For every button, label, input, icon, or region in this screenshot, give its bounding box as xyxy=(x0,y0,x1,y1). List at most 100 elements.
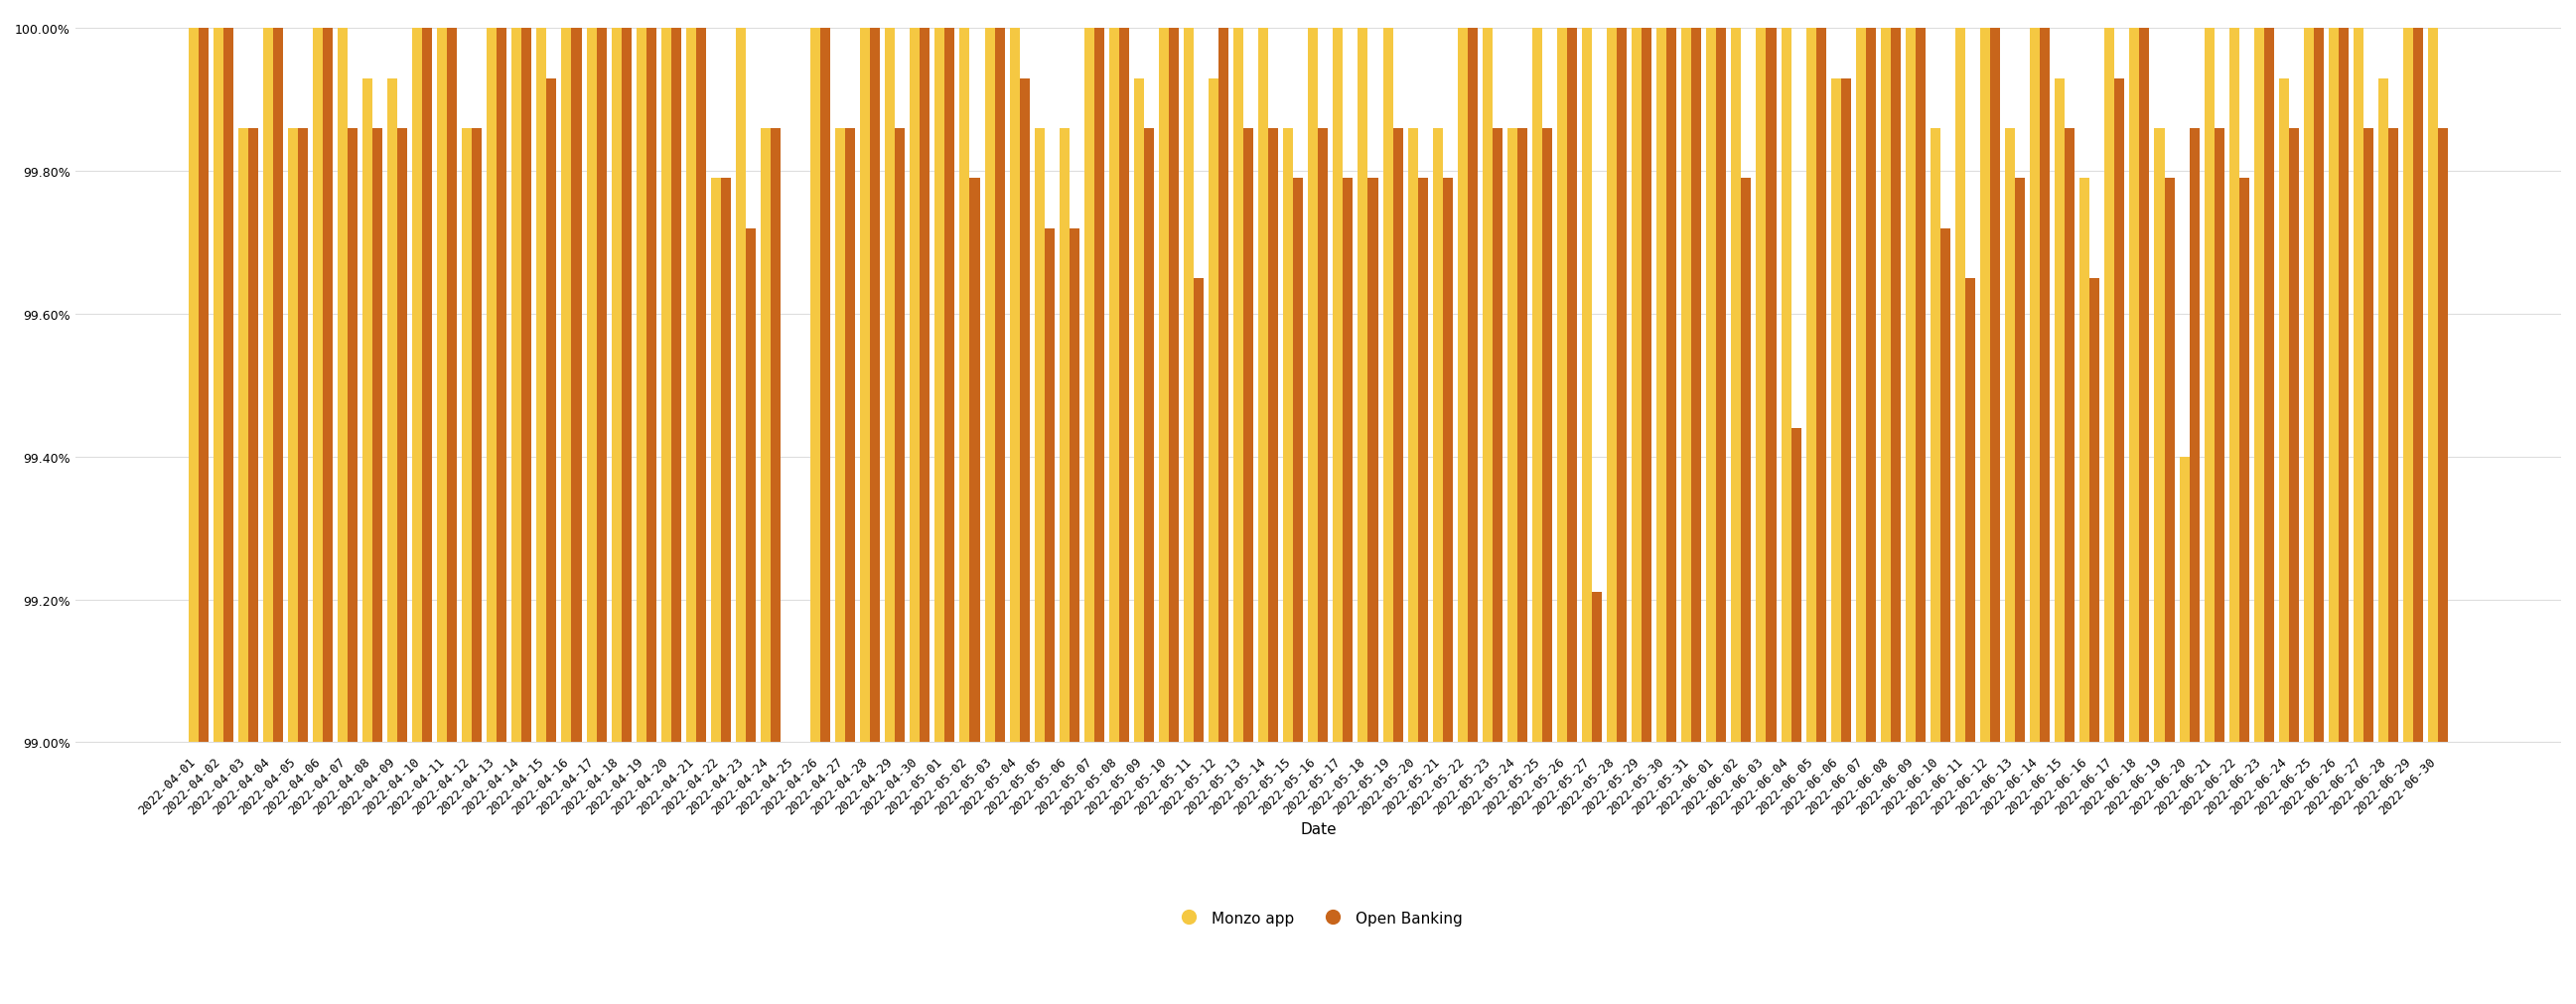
Bar xyxy=(562,29,572,743)
Bar xyxy=(237,130,247,743)
Bar xyxy=(2339,29,2349,743)
Bar xyxy=(438,29,448,743)
Bar xyxy=(2040,29,2050,743)
Bar xyxy=(598,29,605,743)
Bar xyxy=(337,29,348,743)
Bar xyxy=(198,29,209,743)
Bar xyxy=(1492,130,1502,743)
Bar xyxy=(1358,29,1368,743)
Bar xyxy=(1757,29,1767,743)
Bar xyxy=(1133,79,1144,743)
Bar xyxy=(2403,29,2414,743)
Bar xyxy=(1234,29,1244,743)
Bar xyxy=(2130,29,2141,743)
Bar xyxy=(1767,29,1775,743)
Bar xyxy=(546,79,556,743)
Bar xyxy=(1283,130,1293,743)
Bar xyxy=(1443,179,1453,743)
Bar xyxy=(1260,29,1267,743)
Bar xyxy=(1692,29,1700,743)
Bar xyxy=(1319,130,1329,743)
Bar xyxy=(770,130,781,743)
Bar xyxy=(1891,29,1901,743)
Bar xyxy=(685,29,696,743)
Bar xyxy=(2141,29,2148,743)
Bar xyxy=(214,29,224,743)
Bar xyxy=(1170,29,1180,743)
Bar xyxy=(1144,130,1154,743)
Bar xyxy=(461,130,471,743)
Bar xyxy=(711,179,721,743)
Bar xyxy=(2079,179,2089,743)
Bar xyxy=(1406,130,1417,743)
Bar xyxy=(422,29,433,743)
Bar xyxy=(1618,29,1628,743)
Bar xyxy=(860,29,871,743)
Bar xyxy=(2437,130,2447,743)
Bar xyxy=(1716,29,1726,743)
Bar xyxy=(1806,29,1816,743)
Bar xyxy=(935,29,945,743)
Bar xyxy=(1110,29,1118,743)
Bar xyxy=(2115,79,2125,743)
Bar xyxy=(994,29,1005,743)
Bar xyxy=(322,29,332,743)
Bar xyxy=(1880,29,1891,743)
Bar xyxy=(374,130,381,743)
Bar xyxy=(894,130,904,743)
Bar xyxy=(289,130,299,743)
Bar xyxy=(487,29,497,743)
Bar xyxy=(1656,29,1667,743)
Bar xyxy=(1036,130,1043,743)
Bar xyxy=(363,79,374,743)
Bar xyxy=(1533,29,1543,743)
Bar xyxy=(737,29,744,743)
Bar xyxy=(2354,29,2365,743)
Bar xyxy=(2239,179,2249,743)
Bar xyxy=(1267,130,1278,743)
Bar xyxy=(2105,29,2115,743)
Bar xyxy=(2179,457,2190,743)
Bar xyxy=(1010,29,1020,743)
Bar xyxy=(835,130,845,743)
Bar xyxy=(2030,29,2040,743)
Bar xyxy=(2303,29,2313,743)
Bar xyxy=(2414,29,2424,743)
Bar xyxy=(636,29,647,743)
Bar xyxy=(2205,29,2215,743)
Bar xyxy=(760,130,770,743)
Bar xyxy=(1929,130,1940,743)
Bar xyxy=(1816,29,1826,743)
Bar xyxy=(1208,79,1218,743)
Bar xyxy=(1556,29,1566,743)
Bar xyxy=(672,29,680,743)
Bar xyxy=(744,229,755,743)
Bar xyxy=(1705,29,1716,743)
Bar xyxy=(1566,29,1577,743)
Bar xyxy=(2264,29,2275,743)
Bar xyxy=(1185,29,1193,743)
Bar xyxy=(1095,29,1105,743)
Bar xyxy=(1069,229,1079,743)
Bar xyxy=(696,29,706,743)
Bar xyxy=(2329,29,2339,743)
Bar xyxy=(2228,29,2239,743)
Bar xyxy=(397,130,407,743)
Bar xyxy=(1731,29,1741,743)
Bar xyxy=(871,29,881,743)
Bar xyxy=(2280,79,2290,743)
Bar xyxy=(1481,29,1492,743)
Bar xyxy=(845,130,855,743)
Bar xyxy=(969,179,979,743)
Bar xyxy=(1043,229,1054,743)
Bar xyxy=(188,29,198,743)
Bar xyxy=(2190,130,2200,743)
Bar xyxy=(1981,29,1991,743)
Bar xyxy=(2164,179,2174,743)
Bar xyxy=(2014,179,2025,743)
Bar xyxy=(2313,29,2324,743)
Bar xyxy=(2056,79,2066,743)
Bar xyxy=(1458,29,1468,743)
Bar xyxy=(621,29,631,743)
Bar xyxy=(2388,130,2398,743)
